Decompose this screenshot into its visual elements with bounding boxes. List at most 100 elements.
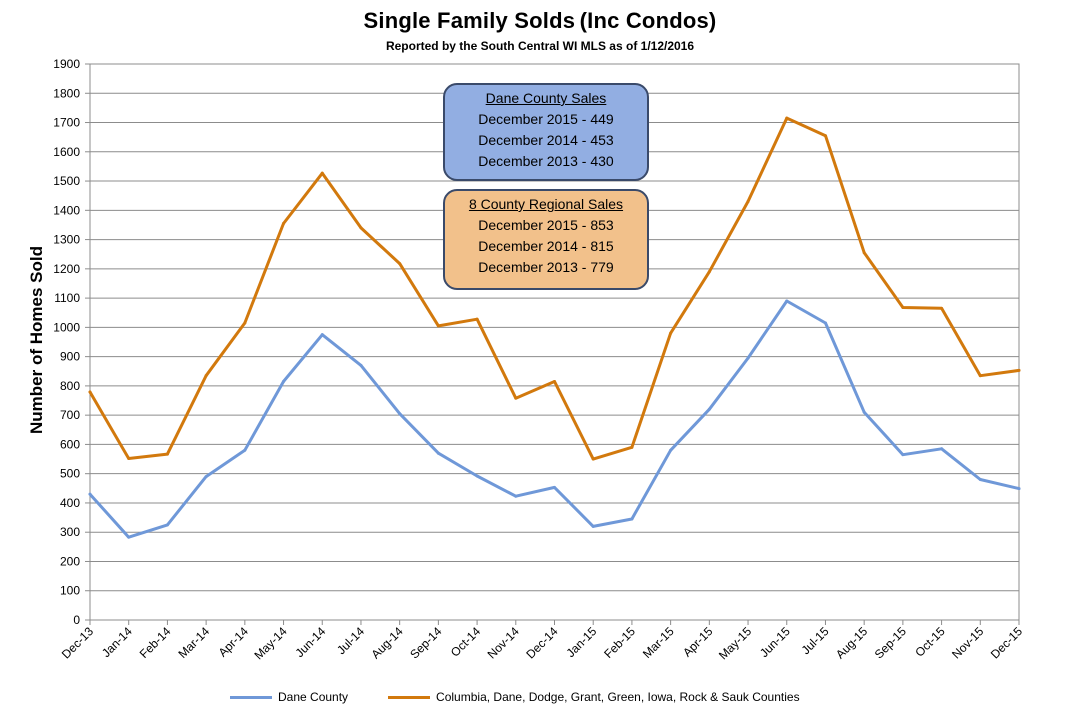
regional-sales-box: 8 County Regional Sales December 2015 - … (443, 189, 649, 290)
data-point-dane (127, 535, 131, 539)
data-point-dane (204, 475, 208, 479)
data-point-regional (940, 306, 944, 310)
data-point-dane (707, 407, 711, 411)
dane-box-line: December 2013 - 430 (478, 153, 614, 169)
y-tick-label: 1800 (53, 86, 80, 100)
y-tick-label: 1700 (53, 116, 80, 130)
x-tick-label: Apr-15 (680, 624, 716, 660)
x-tick-label: May-14 (251, 624, 289, 662)
legend-item-dane: Dane County (230, 690, 348, 704)
legend-label-dane: Dane County (278, 690, 349, 704)
data-point-regional (88, 390, 92, 394)
y-tick-label: 700 (60, 408, 80, 422)
x-tick-label: May-15 (716, 624, 754, 662)
x-tick-label: Oct-15 (912, 624, 948, 660)
data-point-regional (901, 305, 905, 309)
x-tick-label: Feb-15 (601, 624, 638, 661)
data-point-dane (630, 517, 634, 521)
y-tick-label: 1200 (53, 262, 80, 276)
y-tick-label: 1300 (53, 233, 80, 247)
series-line-dane (88, 299, 1021, 539)
data-point-regional (320, 171, 324, 175)
data-point-regional (746, 200, 750, 204)
y-tick-label: 500 (60, 467, 80, 481)
data-point-dane (553, 485, 556, 489)
x-tick-label: Jul-15 (799, 624, 832, 657)
chart-title-suffix: (Inc Condos) (579, 8, 717, 33)
chart-title: Single Family Solds (Inc Condos) (0, 8, 1080, 34)
y-tick-label: 1400 (53, 203, 80, 217)
y-tick-label: 900 (60, 350, 80, 364)
x-tick-label: Sep-14 (407, 624, 444, 661)
chart-subtitle: Reported by the South Central WI MLS as … (385, 39, 695, 53)
y-tick-label: 100 (60, 584, 80, 598)
data-point-dane (978, 478, 982, 482)
data-point-dane (359, 363, 363, 367)
data-point-regional (436, 324, 440, 328)
data-point-dane (436, 451, 440, 455)
y-tick-label: 200 (60, 554, 80, 568)
y-tick-label: 1000 (53, 320, 80, 334)
data-point-regional (398, 262, 402, 266)
data-point-regional (823, 134, 827, 138)
y-tick-label: 0 (73, 613, 80, 627)
regional-box-title: 8 County Regional Sales (468, 196, 624, 212)
x-tick-label: Jun-14 (293, 624, 329, 660)
data-point-regional (1017, 368, 1021, 372)
x-tick-label: Oct-14 (448, 624, 484, 660)
chart-legend: Dane County Columbia, Dane, Dodge, Grant… (230, 690, 840, 704)
regional-box-line: December 2015 - 853 (478, 217, 614, 233)
data-point-dane (823, 321, 827, 325)
data-point-regional (707, 270, 711, 274)
legend-label-regional: Columbia, Dane, Dodge, Grant, Green, Iow… (436, 690, 800, 704)
data-point-dane (669, 448, 673, 452)
x-tick-label: Jun-15 (757, 624, 793, 660)
data-point-dane (901, 453, 905, 457)
x-tick-label: Nov-14 (485, 624, 522, 661)
x-tick-label: Jul-14 (334, 624, 367, 657)
dane-box-line: December 2015 - 449 (478, 111, 614, 127)
data-point-regional (514, 396, 518, 400)
data-point-dane (243, 448, 247, 452)
data-point-dane (591, 524, 595, 528)
data-point-dane (940, 447, 944, 451)
dane-county-sales-box: Dane County Sales December 2015 - 449 De… (443, 83, 649, 181)
data-point-regional (243, 321, 247, 325)
x-tick-label: Aug-15 (833, 624, 870, 661)
y-tick-label: 400 (60, 496, 80, 510)
y-tick-label: 800 (60, 379, 80, 393)
dane-box-line: December 2014 - 453 (478, 132, 614, 148)
dane-box-title: Dane County Sales (485, 90, 607, 106)
data-point-dane (785, 299, 789, 303)
x-tick-label: Jan-14 (99, 624, 135, 660)
data-point-regional (204, 374, 208, 378)
data-point-regional (785, 116, 789, 120)
data-point-regional (475, 317, 479, 321)
data-point-dane (282, 380, 286, 384)
y-tick-label: 600 (60, 437, 80, 451)
y-tick-label: 1500 (53, 174, 80, 188)
regional-box-line: December 2013 - 779 (478, 259, 614, 275)
data-point-dane (88, 492, 92, 496)
data-point-regional (591, 457, 595, 461)
data-point-dane (320, 333, 324, 337)
legend-item-regional: Columbia, Dane, Dodge, Grant, Green, Iow… (388, 690, 800, 704)
data-point-regional (630, 445, 634, 449)
data-point-regional (978, 374, 982, 378)
x-tick-label: Mar-15 (640, 624, 677, 661)
x-tick-label: Dec-14 (523, 624, 560, 661)
data-point-dane (862, 410, 866, 414)
y-tick-label: 1900 (53, 57, 80, 71)
y-tick-label: 1100 (54, 291, 80, 305)
x-tick-label: Dec-13 (59, 624, 96, 661)
x-tick-label: Aug-14 (369, 624, 406, 661)
x-tick-label: Dec-15 (988, 624, 1025, 661)
data-point-dane (398, 412, 402, 416)
data-point-regional (127, 456, 131, 460)
data-point-regional (282, 221, 286, 225)
regional-box-line: December 2014 - 815 (478, 238, 614, 254)
data-point-dane (1017, 487, 1021, 491)
data-point-dane (475, 474, 479, 478)
data-point-dane (514, 494, 518, 498)
